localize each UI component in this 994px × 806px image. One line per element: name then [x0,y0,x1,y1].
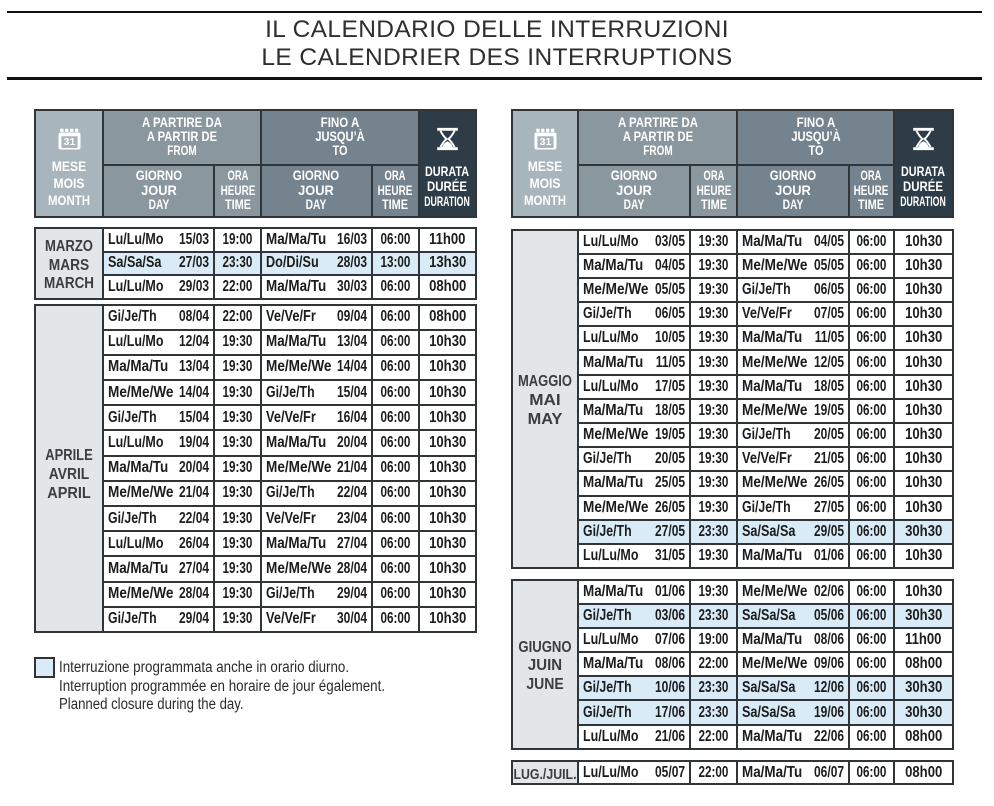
svg-text:31: 31 [63,136,75,148]
svg-text:31: 31 [539,136,551,148]
